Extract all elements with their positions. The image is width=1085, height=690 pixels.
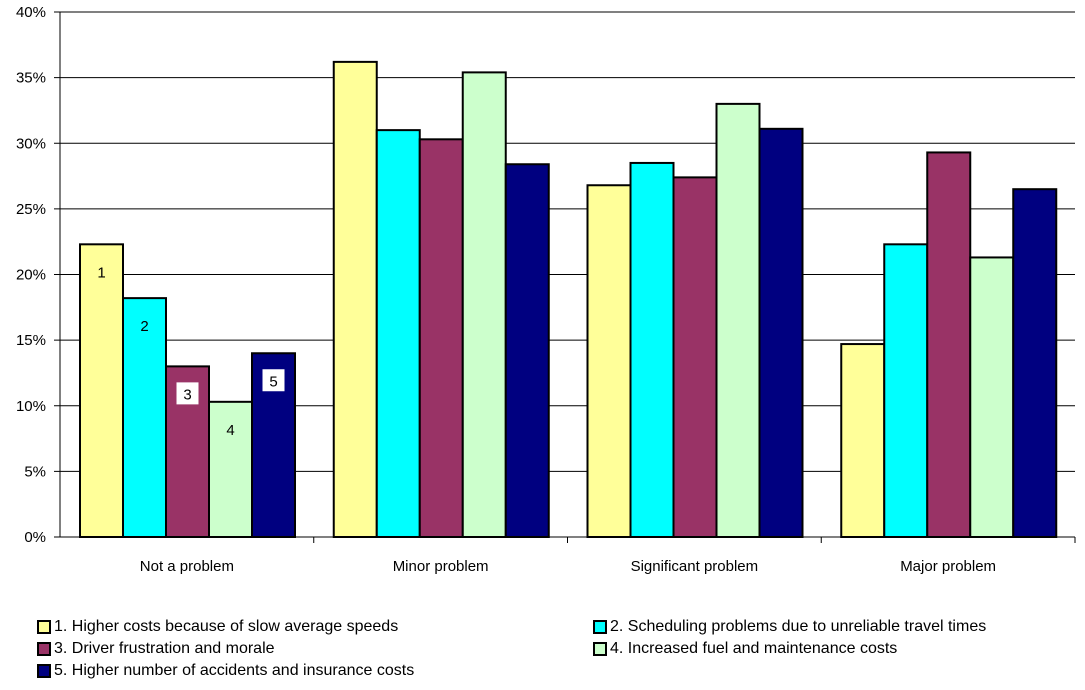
legend-item: 2. Scheduling problems due to unreliable…: [593, 618, 986, 636]
y-tick-label: 35%: [16, 70, 46, 87]
data-label: 2: [140, 318, 148, 335]
legend-item: 5. Higher number of accidents and insura…: [37, 662, 414, 680]
legend-label: 4. Increased fuel and maintenance costs: [610, 640, 898, 657]
bar: [758, 127, 804, 538]
data-label-box: [176, 382, 199, 405]
legend-item: 1. Higher costs because of slow average …: [37, 618, 398, 636]
data-label-box: [262, 369, 285, 392]
legend-label: 5. Higher number of accidents and insura…: [54, 662, 415, 679]
bar: [672, 176, 718, 538]
bar: [504, 163, 550, 538]
y-tick-label: 30%: [16, 135, 46, 152]
category-label: Minor problem: [393, 558, 489, 575]
data-label: 3: [183, 386, 191, 403]
bar: [926, 151, 972, 538]
bar: [883, 243, 929, 538]
bar: [332, 60, 378, 538]
bar: [418, 138, 464, 538]
bar: [122, 297, 167, 538]
data-label: 5: [269, 373, 277, 390]
bar: [79, 243, 124, 538]
y-tick-label: 0%: [24, 529, 46, 546]
y-tick-label: 20%: [16, 267, 46, 284]
bar: [1012, 188, 1058, 538]
bar: [969, 256, 1015, 538]
bar: [461, 71, 507, 538]
data-label: 1: [97, 264, 105, 281]
category-label: Not a problem: [140, 558, 234, 575]
chart-legend: 1. Higher costs because of slow average …: [0, 610, 1085, 690]
legend-item: 4. Increased fuel and maintenance costs: [593, 640, 897, 658]
y-tick-label: 10%: [16, 398, 46, 415]
bar: [840, 343, 886, 538]
bar: [208, 400, 253, 538]
bar: [586, 184, 632, 538]
y-tick-label: 5%: [24, 463, 46, 480]
bar: [629, 161, 675, 538]
legend-label: 3. Driver frustration and morale: [54, 640, 275, 657]
category-label: Significant problem: [631, 558, 759, 575]
category-label: Major problem: [900, 558, 996, 575]
bar: [715, 102, 761, 538]
bar: [375, 129, 421, 538]
legend-swatch: [593, 642, 607, 656]
bar-chart: 0% 5% 10% 15% 20% 25% 30% 35% 40% Not a problem Mi…: [16, 4, 1076, 575]
legend-swatch: [37, 664, 51, 678]
legend-swatch: [37, 620, 51, 634]
legend-swatch: [37, 642, 51, 656]
legend-label: 2. Scheduling problems due to unreliable…: [610, 618, 987, 635]
y-tick-label: 40%: [16, 4, 46, 21]
legend-label: 1. Higher costs because of slow average …: [54, 618, 399, 635]
legend-swatch: [593, 620, 607, 634]
y-tick-label: 15%: [16, 332, 46, 349]
data-label: 4: [226, 422, 234, 439]
y-tick-label: 25%: [16, 201, 46, 218]
legend-item: 3. Driver frustration and morale: [37, 640, 275, 658]
